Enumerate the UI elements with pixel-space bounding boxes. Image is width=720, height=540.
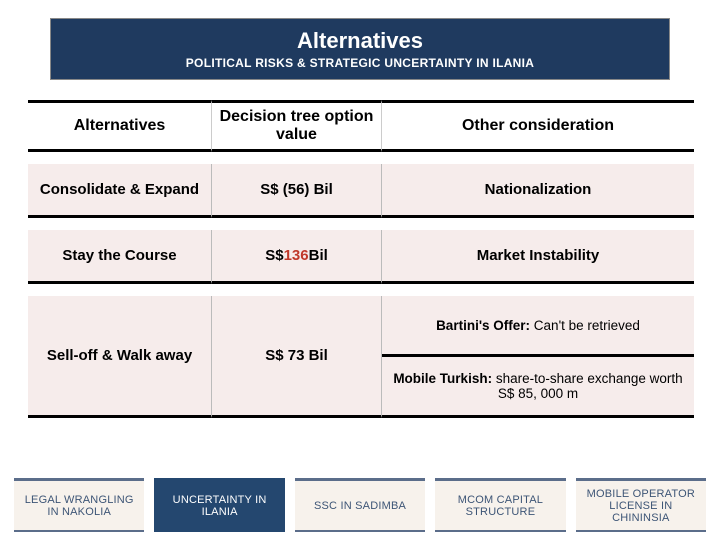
table-row: Consolidate & Expand S$ (56) Bil Nationa… <box>28 164 694 218</box>
cell-other-sub: Bartini's Offer: Can't be retrieved <box>382 296 694 357</box>
cell-other: Nationalization <box>382 164 694 218</box>
other-text: Can't be retrieved <box>530 318 640 333</box>
other-text: share-to-share exchange worth S$ 85, 000… <box>492 371 683 401</box>
footer-nav: LEGAL WRANGLING IN NAKOLIA UNCERTAINTY I… <box>0 478 720 532</box>
page-title: Alternatives <box>297 28 423 54</box>
footer-tab-ssc[interactable]: SSC IN SADIMBA <box>295 478 425 532</box>
col-header-other: Other consideration <box>382 100 694 152</box>
page-subtitle: POLITICAL RISKS & STRATEGIC UNCERTAINTY … <box>186 56 535 70</box>
slide: { "header": { "title": "Alternatives", "… <box>0 0 720 540</box>
cell-other-sub: Mobile Turkish: share-to-share exchange … <box>382 357 694 418</box>
cell-alt: Consolidate & Expand <box>28 164 212 218</box>
table-row: Stay the Course S$ 136 Bil Market Instab… <box>28 230 694 284</box>
table-row-tall: Sell-off & Walk away S$ 73 Bil Bartini's… <box>28 296 694 418</box>
cell-other: Market Instability <box>382 230 694 284</box>
footer-tab-legal[interactable]: LEGAL WRANGLING IN NAKOLIA <box>14 478 144 532</box>
cell-other-group: Bartini's Offer: Can't be retrieved Mobi… <box>382 296 694 418</box>
cell-value: S$ 136 Bil <box>212 230 382 284</box>
other-label: Bartini's Offer: <box>436 318 530 333</box>
alternatives-table: Alternatives Decision tree option value … <box>28 100 694 418</box>
table-header-row: Alternatives Decision tree option value … <box>28 100 694 152</box>
title-bar: Alternatives POLITICAL RISKS & STRATEGIC… <box>50 18 670 80</box>
other-label: Mobile Turkish: <box>393 371 492 386</box>
value-prefix: S$ <box>265 247 283 264</box>
value-text: S$ (56) Bil <box>260 181 333 198</box>
col-header-alternatives: Alternatives <box>28 100 212 152</box>
footer-tab-mcom[interactable]: MCOM CAPITAL STRUCTURE <box>435 478 565 532</box>
cell-alt: Stay the Course <box>28 230 212 284</box>
cell-value: S$ (56) Bil <box>212 164 382 218</box>
footer-tab-uncertainty[interactable]: UNCERTAINTY IN ILANIA <box>154 478 284 532</box>
cell-alt: Sell-off & Walk away <box>28 296 212 418</box>
cell-value: S$ 73 Bil <box>212 296 382 418</box>
footer-tab-mobile[interactable]: MOBILE OPERATOR LICENSE IN CHININSIA <box>576 478 706 532</box>
col-header-value: Decision tree option value <box>212 100 382 152</box>
value-suffix: Bil <box>309 247 328 264</box>
value-num: 136 <box>284 247 309 264</box>
